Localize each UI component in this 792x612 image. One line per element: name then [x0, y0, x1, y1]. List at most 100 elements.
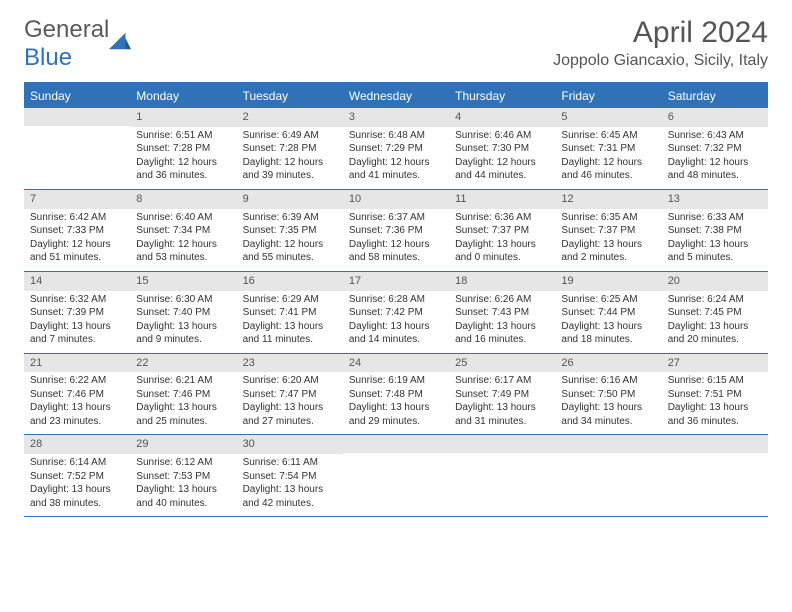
day-body: Sunrise: 6:26 AMSunset: 7:43 PMDaylight:… [449, 291, 555, 353]
sunset-line: Sunset: 7:46 PM [136, 388, 230, 402]
daylight-line: Daylight: 12 hours and 41 minutes. [349, 156, 443, 183]
day-number: 19 [555, 272, 661, 291]
day-body [449, 453, 555, 461]
daylight-line: Daylight: 13 hours and 20 minutes. [668, 320, 762, 347]
sunset-line: Sunset: 7:31 PM [561, 142, 655, 156]
logo-word-2: Blue [24, 44, 72, 71]
day-cell: 20Sunrise: 6:24 AMSunset: 7:45 PMDayligh… [662, 272, 768, 353]
day-body: Sunrise: 6:22 AMSunset: 7:46 PMDaylight:… [24, 372, 130, 434]
daylight-line: Daylight: 12 hours and 46 minutes. [561, 156, 655, 183]
day-body [24, 126, 130, 134]
week-row: 7Sunrise: 6:42 AMSunset: 7:33 PMDaylight… [24, 190, 768, 272]
calendar-body: 1Sunrise: 6:51 AMSunset: 7:28 PMDaylight… [24, 108, 768, 517]
sunrise-line: Sunrise: 6:20 AM [243, 374, 337, 388]
daylight-line: Daylight: 13 hours and 36 minutes. [668, 401, 762, 428]
sunrise-line: Sunrise: 6:11 AM [243, 456, 337, 470]
day-body: Sunrise: 6:25 AMSunset: 7:44 PMDaylight:… [555, 291, 661, 353]
sunset-line: Sunset: 7:48 PM [349, 388, 443, 402]
sunrise-line: Sunrise: 6:45 AM [561, 129, 655, 143]
daylight-line: Daylight: 12 hours and 36 minutes. [136, 156, 230, 183]
daylight-line: Daylight: 13 hours and 11 minutes. [243, 320, 337, 347]
day-number: 6 [662, 108, 768, 127]
day-cell: 17Sunrise: 6:28 AMSunset: 7:42 PMDayligh… [343, 272, 449, 353]
title-block: April 2024 Joppolo Giancaxio, Sicily, It… [553, 16, 768, 70]
calendar: SundayMondayTuesdayWednesdayThursdayFrid… [24, 82, 768, 517]
sunset-line: Sunset: 7:52 PM [30, 470, 124, 484]
sunset-line: Sunset: 7:36 PM [349, 224, 443, 238]
daylight-line: Daylight: 12 hours and 51 minutes. [30, 238, 124, 265]
daylight-line: Daylight: 13 hours and 23 minutes. [30, 401, 124, 428]
day-cell: 1Sunrise: 6:51 AMSunset: 7:28 PMDaylight… [130, 108, 236, 189]
day-cell: 24Sunrise: 6:19 AMSunset: 7:48 PMDayligh… [343, 354, 449, 435]
day-body: Sunrise: 6:15 AMSunset: 7:51 PMDaylight:… [662, 372, 768, 434]
day-body [555, 453, 661, 461]
day-body: Sunrise: 6:20 AMSunset: 7:47 PMDaylight:… [237, 372, 343, 434]
sunset-line: Sunset: 7:37 PM [455, 224, 549, 238]
location: Joppolo Giancaxio, Sicily, Italy [553, 52, 768, 70]
day-number: 12 [555, 190, 661, 209]
sunrise-line: Sunrise: 6:43 AM [668, 129, 762, 143]
daylight-line: Daylight: 13 hours and 16 minutes. [455, 320, 549, 347]
sunset-line: Sunset: 7:43 PM [455, 306, 549, 320]
day-body: Sunrise: 6:49 AMSunset: 7:28 PMDaylight:… [237, 127, 343, 189]
day-number: 24 [343, 354, 449, 373]
day-cell: 16Sunrise: 6:29 AMSunset: 7:41 PMDayligh… [237, 272, 343, 353]
day-of-week: Monday [130, 84, 236, 108]
day-cell: 8Sunrise: 6:40 AMSunset: 7:34 PMDaylight… [130, 190, 236, 271]
day-cell: 12Sunrise: 6:35 AMSunset: 7:37 PMDayligh… [555, 190, 661, 271]
logo-triangle-icon [109, 32, 131, 50]
sunrise-line: Sunrise: 6:19 AM [349, 374, 443, 388]
day-of-week: Saturday [662, 84, 768, 108]
sunrise-line: Sunrise: 6:17 AM [455, 374, 549, 388]
day-number: 15 [130, 272, 236, 291]
day-number: 11 [449, 190, 555, 209]
daylight-line: Daylight: 13 hours and 31 minutes. [455, 401, 549, 428]
day-number: 26 [555, 354, 661, 373]
day-body: Sunrise: 6:51 AMSunset: 7:28 PMDaylight:… [130, 127, 236, 189]
day-number [24, 108, 130, 126]
day-body: Sunrise: 6:16 AMSunset: 7:50 PMDaylight:… [555, 372, 661, 434]
day-body: Sunrise: 6:30 AMSunset: 7:40 PMDaylight:… [130, 291, 236, 353]
day-body: Sunrise: 6:35 AMSunset: 7:37 PMDaylight:… [555, 209, 661, 271]
day-body [662, 453, 768, 461]
sunrise-line: Sunrise: 6:14 AM [30, 456, 124, 470]
day-of-week: Sunday [24, 84, 130, 108]
day-body: Sunrise: 6:17 AMSunset: 7:49 PMDaylight:… [449, 372, 555, 434]
sunset-line: Sunset: 7:32 PM [668, 142, 762, 156]
sunrise-line: Sunrise: 6:12 AM [136, 456, 230, 470]
daylight-line: Daylight: 13 hours and 27 minutes. [243, 401, 337, 428]
day-number: 23 [237, 354, 343, 373]
daylight-line: Daylight: 12 hours and 58 minutes. [349, 238, 443, 265]
day-cell: 19Sunrise: 6:25 AMSunset: 7:44 PMDayligh… [555, 272, 661, 353]
day-cell [662, 435, 768, 516]
sunset-line: Sunset: 7:30 PM [455, 142, 549, 156]
sunrise-line: Sunrise: 6:36 AM [455, 211, 549, 225]
daylight-line: Daylight: 13 hours and 2 minutes. [561, 238, 655, 265]
day-cell: 11 Sunrise: 6:36 AMSunset: 7:37 PMDayligh… [449, 190, 555, 271]
sunset-line: Sunset: 7:47 PM [243, 388, 337, 402]
day-of-week-header: SundayMondayTuesdayWednesdayThursdayFrid… [24, 84, 768, 108]
sunrise-line: Sunrise: 6:24 AM [668, 293, 762, 307]
day-cell [449, 435, 555, 516]
day-number: 14 [24, 272, 130, 291]
sunrise-line: Sunrise: 6:22 AM [30, 374, 124, 388]
daylight-line: Daylight: 13 hours and 34 minutes. [561, 401, 655, 428]
daylight-line: Daylight: 13 hours and 0 minutes. [455, 238, 549, 265]
day-body: Sunrise: 6:39 AMSunset: 7:35 PMDaylight:… [237, 209, 343, 271]
sunset-line: Sunset: 7:54 PM [243, 470, 337, 484]
sunset-line: Sunset: 7:45 PM [668, 306, 762, 320]
logo-word-1: General [24, 16, 109, 43]
day-body: Sunrise: 6:33 AMSunset: 7:38 PMDaylight:… [662, 209, 768, 271]
sunset-line: Sunset: 7:46 PM [30, 388, 124, 402]
day-number: 2 [237, 108, 343, 127]
sunset-line: Sunset: 7:44 PM [561, 306, 655, 320]
day-cell [24, 108, 130, 189]
day-number: 21 [24, 354, 130, 373]
week-row: 1Sunrise: 6:51 AMSunset: 7:28 PMDaylight… [24, 108, 768, 190]
day-cell: 7Sunrise: 6:42 AMSunset: 7:33 PMDaylight… [24, 190, 130, 271]
sunset-line: Sunset: 7:49 PM [455, 388, 549, 402]
day-body: Sunrise: 6:32 AMSunset: 7:39 PMDaylight:… [24, 291, 130, 353]
day-number: 29 [130, 435, 236, 454]
day-number [555, 435, 661, 453]
daylight-line: Daylight: 12 hours and 55 minutes. [243, 238, 337, 265]
